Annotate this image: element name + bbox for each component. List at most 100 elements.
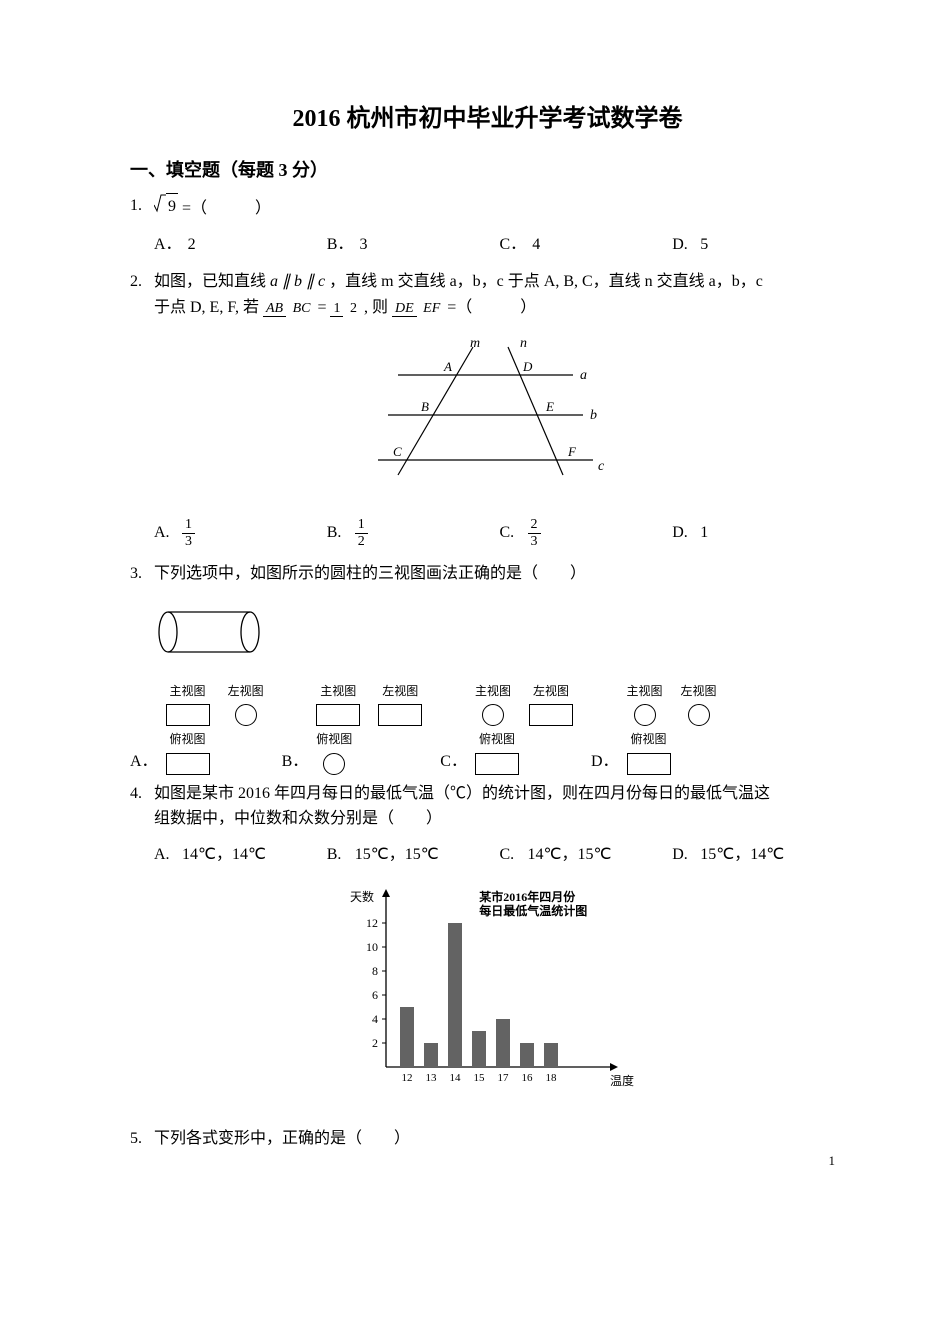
opt-label: B． [327,232,354,258]
question-1: 1. 9 =（ ） [130,193,845,222]
svg-text:4: 4 [372,1012,378,1026]
opt-label: A. [154,842,176,868]
question-3-text: 下列选项中，如图所示的圆柱的三视图画法正确的是（ ） [154,561,845,587]
label-D: D [522,359,533,374]
question-1-num: 1. [130,193,154,219]
label-E: E [545,399,554,414]
question-5-text: 下列各式变形中，正确的是（ ） [154,1126,845,1152]
svg-text:15: 15 [473,1072,485,1084]
frac-de-ef: DE EF [392,301,443,316]
q2-diagram: m n a b c A B C D E F [130,335,845,504]
q4-opt-a[interactable]: A. 14℃，14℃ [154,842,327,868]
question-3-num: 3. [130,561,154,587]
opt-value: 15℃，15℃ [355,842,439,868]
q4-line2: 组数据中，中位数和众数分别是（ ） [154,810,442,827]
svg-text:17: 17 [497,1072,509,1084]
q3-opt-c[interactable]: C． 主视图 左视图 俯视图 [440,682,573,774]
q1-opt-c[interactable]: C． 4 [500,232,673,258]
label-m: m [470,336,480,351]
q4-options: A. 14℃，14℃ B. 15℃，15℃ C. 14℃，15℃ D. 15℃，… [130,842,845,868]
section-heading-1: 一、填空题（每题 3 分） [130,156,845,185]
opt-value: 1 [700,520,708,546]
svg-text:每日最低气温统计图: 每日最低气温统计图 [479,903,587,918]
svg-text:18: 18 [545,1072,557,1084]
svg-text:某市2016年四月份: 某市2016年四月份 [479,889,576,904]
q2-mid: , 则 [364,299,392,316]
q2-options: A. 1 3 B. 1 2 C. 2 3 D. 1 [130,517,845,549]
opt-label: C. [500,520,522,546]
label-n: n [520,336,527,351]
q2-line1-pre: 如图，已知直线 [154,273,270,290]
opt-value: 15℃，14℃ [700,842,784,868]
q1-tail: =（ ） [182,200,271,217]
question-4: 4. 如图是某市 2016 年四月每日的最低气温（℃）的统计图，则在四月份每日的… [130,781,845,832]
question-2: 2. 如图，已知直线 a ∥ b ∥ c ，直线 m 交直线 a，b，c 于点 … [130,269,845,320]
label-F: F [567,444,577,459]
q1-opt-a[interactable]: A． 2 [154,232,327,258]
question-5: 5. 下列各式变形中，正确的是（ ） [130,1126,845,1152]
svg-text:2: 2 [372,1036,378,1050]
page-number: 1 [829,1151,836,1172]
page-title: 2016 杭州市初中毕业升学考试数学卷 [130,100,845,138]
q4-opt-b[interactable]: B. 15℃，15℃ [327,842,500,868]
frac-ab-bc: AB BC [263,301,314,316]
svg-text:天数: 天数 [350,889,374,904]
svg-text:12: 12 [401,1072,412,1084]
q4-chart: 24681012天数温度某市2016年四月份每日最低气温统计图121314151… [130,879,845,1108]
q4-line1: 如图是某市 2016 年四月每日的最低气温（℃）的统计图，则在四月份每日的最低气… [154,785,770,802]
q2-opt-c[interactable]: C. 2 3 [500,517,673,549]
question-2-body: 如图，已知直线 a ∥ b ∥ c ，直线 m 交直线 a，b，c 于点 A, … [154,269,845,320]
q1-options: A． 2 B． 3 C． 4 D. 5 [130,232,845,258]
q3-opt-d[interactable]: D． 主视图 左视图 俯视图 [591,682,717,774]
svg-text:温度: 温度 [610,1073,634,1088]
label-b: b [590,408,597,423]
opt-label: B. [327,842,349,868]
frac-1-2: 1 2 [330,301,360,316]
q2-opt-d[interactable]: D. 1 [672,517,845,549]
question-3: 3. 下列选项中，如图所示的圆柱的三视图画法正确的是（ ） [130,561,845,587]
question-4-num: 4. [130,781,154,807]
q2-line1-mid: ，直线 m 交直线 a，b，c 于点 A, B, C，直线 n 交直线 a，b，… [329,273,763,290]
q3-opt-a[interactable]: A． 主视图 左视图 俯视图 [130,682,264,774]
opt-label: C. [500,842,522,868]
label-A: A [443,359,452,374]
opt-value: 14℃，15℃ [528,842,612,868]
opt-label-d: D． [591,749,619,775]
q2-opt-b[interactable]: B. 1 2 [327,517,500,549]
opt-label: D. [672,842,694,868]
q2-opt-a[interactable]: A. 1 3 [154,517,327,549]
opt-label: B. [327,520,349,546]
opt-value: 1 3 [182,517,195,549]
q3-cylinder [154,605,845,669]
q3-options: A． 主视图 左视图 俯视图 B． 主视图 左视图 俯视图 C． 主视图 左视图 [130,682,845,774]
svg-text:14: 14 [449,1072,461,1084]
q2-tail: =（ ） [447,299,536,316]
opt-label: A. [154,520,176,546]
bar-chart-svg: 24681012天数温度某市2016年四月份每日最低气温统计图121314151… [328,879,648,1099]
opt-label-c: C． [440,749,467,775]
svg-text:13: 13 [425,1072,437,1084]
label-B: B [421,399,429,414]
opt-label: C． [500,232,527,258]
question-5-num: 5. [130,1126,154,1152]
q1-opt-d[interactable]: D. 5 [672,232,845,258]
svg-text:10: 10 [366,940,378,954]
q1-opt-b[interactable]: B． 3 [327,232,500,258]
opt-value: 4 [532,232,540,258]
opt-value: 1 2 [355,517,368,549]
eq: = [317,299,330,316]
svg-text:12: 12 [366,916,378,930]
opt-label-b: B． [282,749,309,775]
label-c: c [598,459,605,474]
q4-opt-c[interactable]: C. 14℃，15℃ [500,842,673,868]
label-a: a [580,368,587,383]
q4-opt-d[interactable]: D. 15℃，14℃ [672,842,845,868]
question-2-num: 2. [130,269,154,295]
opt-label-a: A． [130,749,158,775]
opt-label: D. [672,520,694,546]
opt-value: 2 [188,232,196,258]
view-block: 主视图 左视图 俯视图 [627,682,717,774]
question-1-body: 9 =（ ） [154,193,845,222]
q3-opt-b[interactable]: B． 主视图 左视图 俯视图 [282,682,423,774]
sqrt-icon: 9 [154,193,178,220]
